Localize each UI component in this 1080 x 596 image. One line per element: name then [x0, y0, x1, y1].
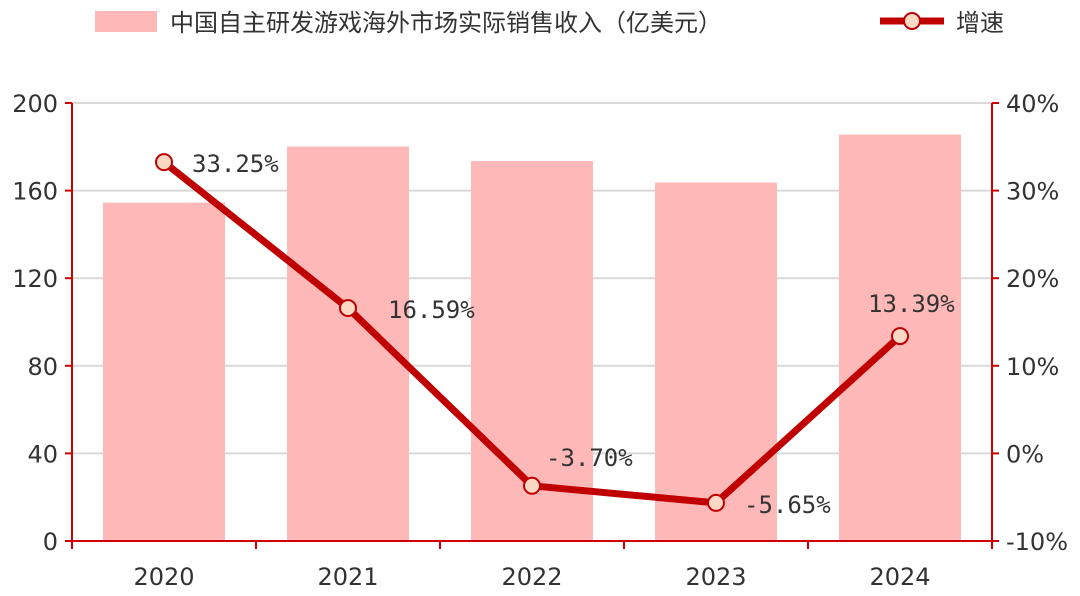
- legend-bar-label: 中国自主研发游戏海外市场实际销售收入（亿美元）: [170, 9, 722, 37]
- growth-data-label: 33.25%: [192, 150, 279, 178]
- x-tick-label: 2024: [869, 563, 930, 591]
- bar: [287, 146, 409, 541]
- right-tick-label: 40%: [1006, 90, 1059, 118]
- legend: 中国自主研发游戏海外市场实际销售收入（亿美元） 增速: [95, 9, 1004, 37]
- left-tick-label: 40: [27, 440, 58, 468]
- left-tick-label: 200: [12, 90, 58, 118]
- legend-line-label: 增速: [956, 9, 1004, 37]
- growth-point: [891, 327, 909, 346]
- left-tick-label: 80: [27, 353, 58, 381]
- axes: [65, 102, 999, 549]
- growth-data-label: -3.70%: [546, 444, 633, 472]
- legend-line-marker: [903, 12, 921, 30]
- bar: [103, 202, 225, 541]
- growth-point: [339, 299, 357, 318]
- left-tick-label: 160: [12, 178, 58, 206]
- growth-data-label: -5.65%: [744, 491, 831, 519]
- right-tick-label: 20%: [1006, 265, 1059, 293]
- tick-labels: 0 -10% 40 0% 80 10% 120 20% 160 30% 200 40% 2020 2021…: [12, 90, 1068, 591]
- right-tick-label: 0%: [1006, 440, 1044, 468]
- x-tick-label: 2022: [501, 563, 562, 591]
- left-tick-label: 120: [12, 265, 58, 293]
- right-tick-label: 30%: [1006, 178, 1059, 206]
- x-tick-label: 2021: [317, 563, 378, 591]
- growth-point: [155, 153, 173, 172]
- x-tick-label: 2020: [133, 563, 194, 591]
- legend-bar-swatch: [95, 11, 157, 32]
- bar: [655, 182, 777, 541]
- growth-point: [707, 493, 725, 512]
- growth-data-label: 13.39%: [868, 290, 955, 318]
- growth-data-label: 16.59%: [388, 296, 475, 324]
- right-tick-label: 10%: [1006, 353, 1059, 381]
- data-labels: 33.25% 16.59% -3.70% -5.65% 13.39%: [192, 150, 955, 519]
- right-tick-label: -10%: [1006, 528, 1068, 556]
- growth-point: [523, 476, 541, 495]
- x-tick-label: 2023: [685, 563, 746, 591]
- left-tick-label: 0: [43, 528, 58, 556]
- growth-line: [155, 153, 909, 512]
